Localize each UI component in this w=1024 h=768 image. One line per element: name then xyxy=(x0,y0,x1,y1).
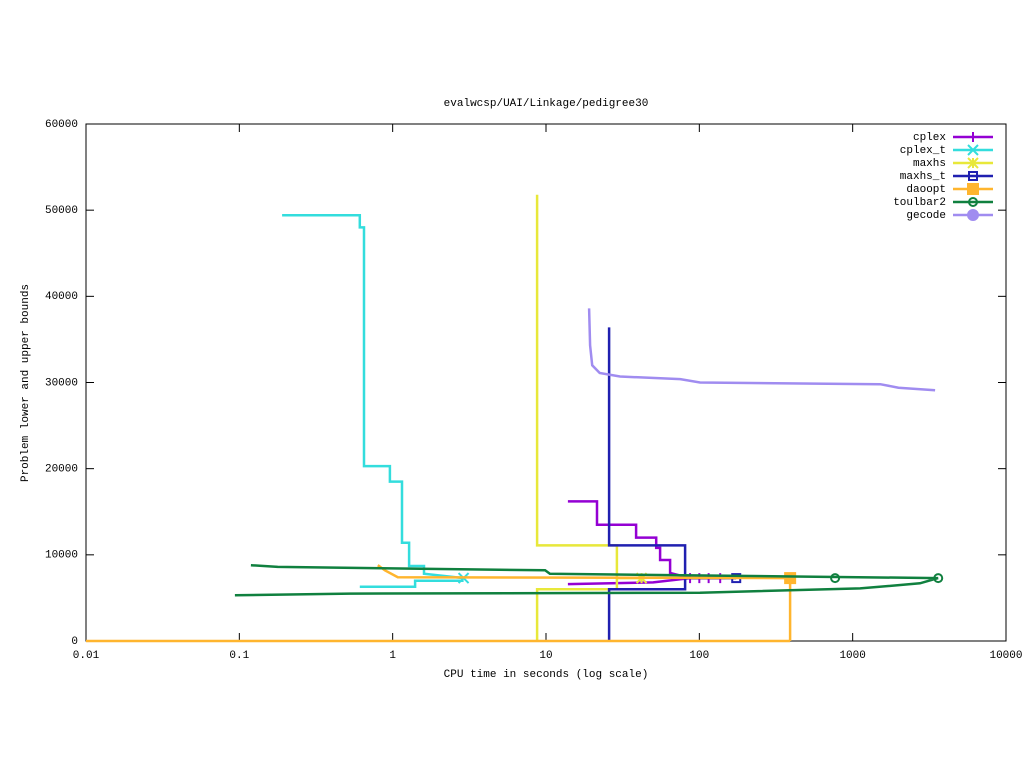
legend-marker xyxy=(968,171,978,181)
legend-label: daoopt xyxy=(906,184,946,196)
y-tick-label: 20000 xyxy=(45,464,78,476)
x-tick-label: 0.1 xyxy=(229,650,249,662)
legend-label: cplex_t xyxy=(900,145,946,157)
marker xyxy=(830,573,841,584)
y-tick-label: 30000 xyxy=(45,377,78,389)
y-axis-label: Problem lower and upper bounds xyxy=(20,284,32,482)
x-tick-label: 10 xyxy=(539,650,552,662)
chart-title: evalwcsp/UAI/Linkage/pedigree30 xyxy=(444,98,649,110)
x-axis-label: CPU time in seconds (log scale) xyxy=(444,669,649,681)
x-tick-label: 1 xyxy=(389,650,396,662)
y-tick-label: 0 xyxy=(71,636,78,648)
series-line xyxy=(282,214,464,588)
legend-marker xyxy=(967,183,979,195)
y-tick-label: 40000 xyxy=(45,291,78,303)
legend-label: cplex xyxy=(913,132,946,144)
x-tick-label: 100 xyxy=(689,650,709,662)
series-line xyxy=(587,308,936,392)
legend-label: toulbar2 xyxy=(893,197,946,209)
legend-label: maxhs_t xyxy=(900,171,946,183)
legend-marker xyxy=(968,197,978,207)
y-tick-label: 10000 xyxy=(45,550,78,562)
legend-marker xyxy=(967,209,979,221)
x-tick-label: 1000 xyxy=(839,650,865,662)
y-tick-label: 50000 xyxy=(45,205,78,217)
legend-marker xyxy=(968,132,978,142)
series-line xyxy=(234,563,939,597)
series-line xyxy=(567,500,721,586)
legend-label: maxhs xyxy=(913,158,946,170)
y-tick-label: 60000 xyxy=(45,119,78,131)
legend-marker xyxy=(967,144,979,156)
legend-marker xyxy=(967,157,979,169)
plot-frame xyxy=(85,123,1007,642)
marker xyxy=(784,572,797,585)
x-tick-label: 0.01 xyxy=(73,650,100,662)
legend-label: gecode xyxy=(906,210,946,222)
x-tick-label: 10000 xyxy=(989,650,1022,662)
marker xyxy=(933,573,944,584)
